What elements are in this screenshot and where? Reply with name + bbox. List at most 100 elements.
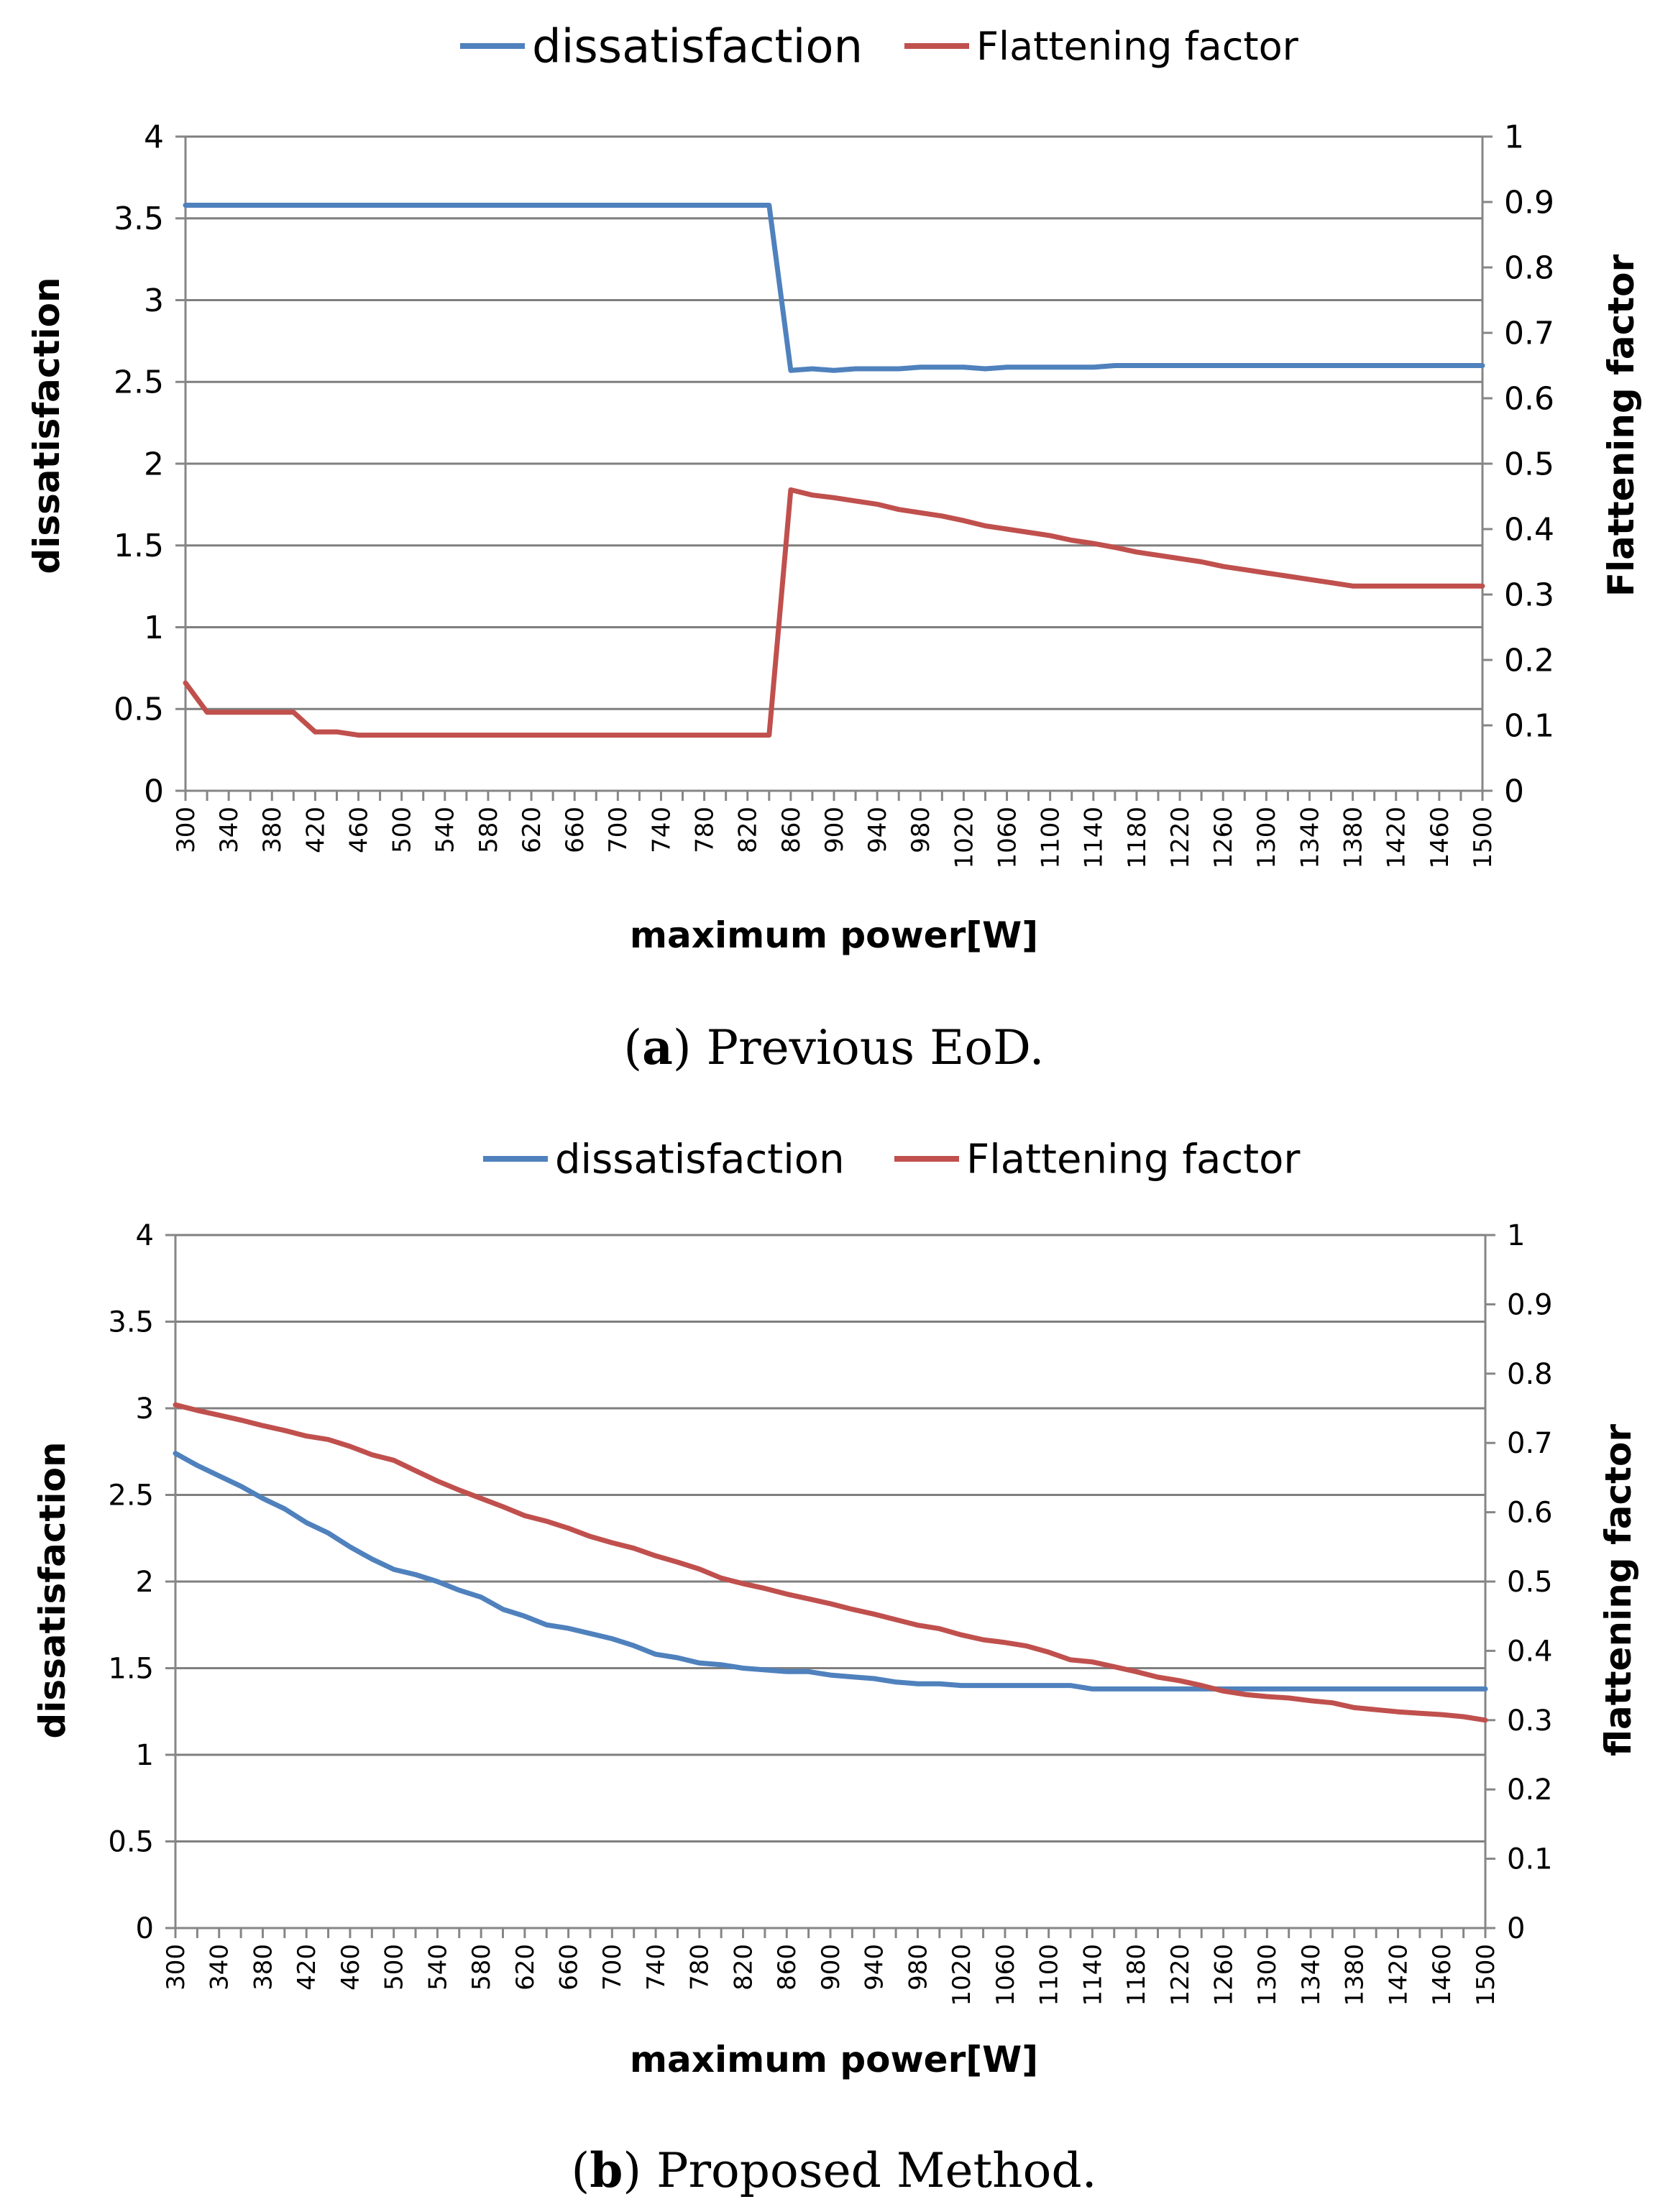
chart-a-caption-label: a — [642, 1019, 673, 1075]
chart-a-x-tick-label: 380 — [258, 807, 287, 853]
chart-a-x-tick-label: 1180 — [1123, 807, 1152, 869]
chart-b-y2-tick-label: 0.2 — [1507, 1773, 1553, 1807]
chart-b-legend: dissatisfaction Flattening factor — [483, 1137, 1301, 1183]
chart-b-x-tick-label: 420 — [293, 1944, 321, 1991]
chart-a-x-tick-label: 500 — [388, 807, 417, 853]
chart-b-x-tick-label: 1060 — [991, 1944, 1020, 2006]
chart-a-y-tick-label: 1 — [144, 610, 164, 646]
chart-b-y-tick-label: 2.5 — [108, 1479, 154, 1513]
chart-a-x-tick-label: 420 — [301, 807, 330, 853]
chart-a-y2-tick-label: 0.3 — [1504, 577, 1554, 613]
chart-b-y-tick-label: 3.5 — [108, 1306, 154, 1339]
chart-b-x-tick-label: 820 — [729, 1944, 758, 1991]
chart-a-caption-text: Previous EoD. — [707, 1020, 1045, 1075]
chart-a-x-tick-label: 300 — [172, 807, 201, 853]
chart-a-caption: (a) Previous EoD. — [623, 1019, 1044, 1075]
chart-a-x-tick-label: 660 — [561, 807, 590, 853]
chart-a-previous-eod: 0 0.5 1 1.5 2 2.5 3 3.5 4 0 0.1 0.2 0.3 0.4 0.5 0.6 0.7 0… — [26, 20, 1642, 1075]
chart-b-x-tick-label: 340 — [206, 1944, 234, 1991]
chart-a-x-tick-label: 1380 — [1339, 807, 1368, 869]
chart-b-x-tick-label: 1300 — [1253, 1944, 1282, 2006]
chart-a-x-tick-label: 1220 — [1166, 807, 1195, 869]
chart-a-x-tick-label: 580 — [475, 807, 503, 853]
chart-b-x-tick-label: 300 — [162, 1944, 191, 1991]
chart-b-y-tick-label: 0 — [136, 1912, 154, 1945]
chart-b-x-tick-label: 1460 — [1428, 1944, 1457, 2006]
chart-b-y2-tick-label: 0.9 — [1507, 1288, 1553, 1321]
chart-a-x-tick-label: 340 — [215, 807, 244, 853]
chart-a-y-tick-label: 0.5 — [114, 692, 164, 728]
chart-a-series-line-flattening-factor — [183, 487, 1485, 738]
chart-a-series — [183, 203, 1485, 738]
chart-b-y2-tick-label: 1 — [1507, 1219, 1525, 1252]
chart-a-x-tick-label: 740 — [647, 807, 676, 853]
chart-a-y2-tick-label: 0.8 — [1504, 249, 1554, 286]
chart-b-series-line-flattening-factor — [173, 1402, 1488, 1723]
chart-b-x-tick-label: 980 — [904, 1944, 932, 1991]
chart-b-x-tick-label: 900 — [817, 1944, 845, 1991]
chart-b-proposed-method: 0 0.5 1 1.5 2 2.5 3 3.5 4 0 0.1 0.2 0.3 0.4 0.5 0.6 0.7 0… — [32, 1137, 1639, 2198]
chart-a-x-tick-label: 1140 — [1080, 807, 1109, 869]
chart-a-y2-tick-label: 0.6 — [1504, 380, 1554, 417]
chart-a-x-tick-label: 1340 — [1296, 807, 1324, 869]
chart-b-x-tick-label: 1420 — [1384, 1944, 1413, 2006]
chart-a-x-tick-label: 1460 — [1426, 807, 1454, 869]
chart-a-y2-tick-label: 0.5 — [1504, 446, 1554, 482]
chart-a-legend: dissatisfaction Flattening factor — [460, 20, 1299, 73]
chart-b-series — [173, 1402, 1488, 1723]
chart-b-x-tick-label: 1020 — [948, 1944, 976, 2006]
chart-a-x-tick-label: 1500 — [1469, 807, 1498, 869]
chart-b-y2-tick-label: 0.6 — [1507, 1497, 1553, 1530]
chart-b-x-axis-label: maximum power[W] — [630, 2039, 1038, 2080]
chart-b-x-tick-label: 460 — [336, 1944, 365, 1991]
chart-a-x-tick-label: 1100 — [1037, 807, 1065, 869]
chart-a-y-tick-label: 3.5 — [114, 201, 164, 237]
chart-a-x-tick-label: 620 — [518, 807, 546, 853]
chart-a-y-tick-label: 0 — [144, 773, 164, 809]
chart-b-y2-tick-label: 0 — [1507, 1912, 1525, 1945]
chart-b-y-tick-label: 1 — [136, 1739, 154, 1772]
chart-a-y-tick-label: 4 — [144, 119, 164, 155]
chart-b-x-tick-label: 1140 — [1078, 1944, 1107, 2006]
chart-a-legend-label-dissatisfaction: dissatisfaction — [532, 20, 863, 73]
chart-b-y-tick-label: 2 — [136, 1566, 154, 1599]
chart-a-y2-axis-label: Flattening factor — [1600, 254, 1642, 597]
chart-b-x-tick-label: 780 — [686, 1944, 715, 1991]
chart-b-x-tick-label: 1220 — [1166, 1944, 1195, 2006]
chart-b-x-tick-label: 740 — [642, 1944, 671, 1991]
chart-a-x-tick-label: 1060 — [993, 807, 1022, 869]
chart-b-gridlines — [175, 1234, 1485, 1842]
chart-b-x-tick-label: 1340 — [1297, 1944, 1326, 2006]
chart-b-x-tick-label: 940 — [861, 1944, 889, 1991]
chart-a-x-tick-label: 700 — [604, 807, 633, 853]
chart-b-y-tick-label: 0.5 — [108, 1826, 154, 1859]
chart-b-ticks: 0 0.5 1 1.5 2 2.5 3 3.5 4 0 0.1 0.2 0.3 0.4 0.5 0.6 0.7 0… — [108, 1219, 1552, 2006]
chart-a-x-tick-label: 820 — [734, 807, 763, 853]
chart-a-legend-label-flattening-factor: Flattening factor — [976, 24, 1299, 69]
chart-a-y2-tick-label: 0.2 — [1504, 642, 1554, 679]
chart-a-x-tick-label: 1420 — [1383, 807, 1411, 869]
chart-b-caption-label: b — [590, 2142, 623, 2198]
chart-b-y-tick-label: 1.5 — [108, 1653, 154, 1686]
chart-a-y2-tick-label: 0.4 — [1504, 511, 1554, 548]
chart-b-y2-tick-label: 0.7 — [1507, 1427, 1553, 1460]
chart-b-y2-tick-label: 0.1 — [1507, 1843, 1553, 1876]
chart-a-ticks: 0 0.5 1 1.5 2 2.5 3 3.5 4 0 0.1 0.2 0.3 0.4 0.5 0.6 0.7 0… — [114, 119, 1554, 868]
chart-b-x-tick-label: 580 — [467, 1944, 496, 1991]
chart-a-x-tick-label: 460 — [344, 807, 373, 853]
chart-b-y2-tick-label: 0.5 — [1507, 1566, 1553, 1599]
chart-b-legend-label-flattening-factor: Flattening factor — [966, 1137, 1301, 1183]
chart-a-x-tick-label: 940 — [863, 807, 892, 853]
chart-b-y-tick-label: 4 — [136, 1219, 154, 1252]
chart-a-y-tick-label: 2.5 — [114, 364, 164, 401]
chart-b-x-tick-label: 620 — [511, 1944, 540, 1991]
chart-a-y-tick-label: 2 — [144, 446, 164, 482]
chart-b-y2-tick-label: 0.4 — [1507, 1635, 1553, 1668]
chart-a-x-tick-label: 1260 — [1209, 807, 1238, 869]
chart-b-y-axis-label: dissatisfaction — [32, 1441, 73, 1738]
chart-a-y2-tick-label: 0 — [1504, 773, 1524, 809]
chart-b-legend-label-dissatisfaction: dissatisfaction — [555, 1137, 845, 1183]
chart-b-x-tick-label: 1100 — [1035, 1944, 1064, 2006]
chart-a-y2-tick-label: 0.9 — [1504, 184, 1554, 221]
